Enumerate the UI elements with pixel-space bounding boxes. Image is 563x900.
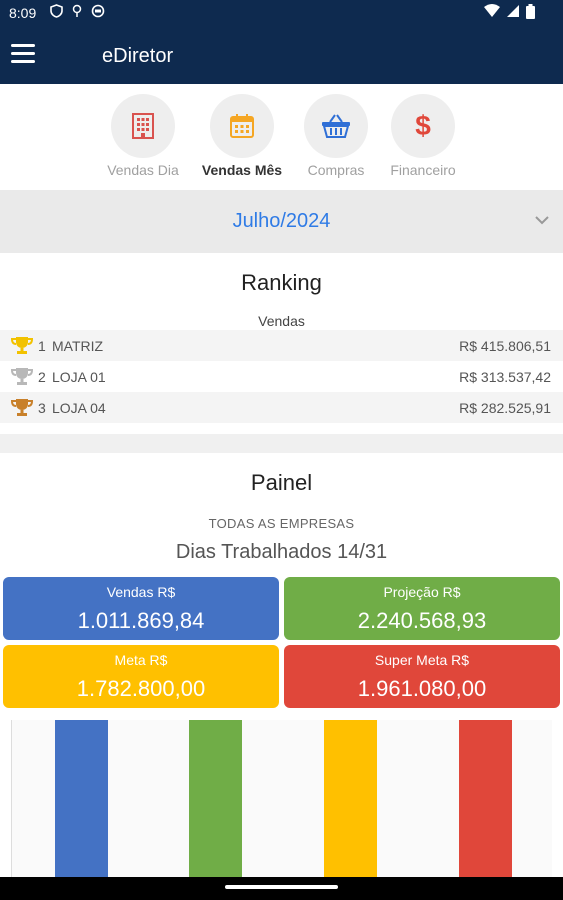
ranking-position: 2 bbox=[38, 369, 46, 385]
ranking-name: LOJA 01 bbox=[52, 369, 106, 385]
painel-title: Painel bbox=[250, 470, 313, 495]
basket-icon bbox=[304, 94, 368, 158]
chart-bar bbox=[55, 720, 108, 877]
tab-bar: Vendas Dia Vendas Mês Compras bbox=[0, 84, 563, 190]
ranking-name: LOJA 04 bbox=[52, 400, 106, 416]
month-label: Julho/2024 bbox=[232, 210, 331, 232]
card-super-meta: Super Meta R$ 1.961.080,00 bbox=[284, 645, 560, 708]
ranking-subtitle: Vendas bbox=[258, 313, 305, 329]
trophy-silver-icon bbox=[10, 367, 34, 388]
tab-vendas-dia[interactable]: Vendas Dia bbox=[98, 94, 188, 178]
chart-bar bbox=[459, 720, 512, 877]
status-bar: 8:09 bbox=[0, 0, 563, 26]
dollar-icon: $ bbox=[391, 94, 455, 158]
chart-bar bbox=[189, 720, 242, 877]
ranking-value: R$ 415.806,51 bbox=[459, 338, 551, 354]
card-vendas: Vendas R$ 1.011.869,84 bbox=[3, 577, 279, 640]
ranking-title: Ranking bbox=[241, 270, 322, 295]
chevron-down-icon bbox=[535, 212, 549, 230]
shield-icon bbox=[50, 4, 63, 21]
tab-vendas-mes[interactable]: Vendas Mês bbox=[197, 94, 287, 178]
building-icon bbox=[111, 94, 175, 158]
card-meta: Meta R$ 1.782.800,00 bbox=[3, 645, 279, 708]
ranking-row: 2 LOJA 01 R$ 313.537,42 bbox=[0, 361, 563, 392]
ranking-value: R$ 282.525,91 bbox=[459, 400, 551, 416]
card-projecao: Projeção R$ 2.240.568,93 bbox=[284, 577, 560, 640]
ranking-name: MATRIZ bbox=[52, 338, 104, 354]
trophy-bronze-icon bbox=[10, 398, 34, 419]
ranking-row: 3 LOJA 04 R$ 282.525,91 bbox=[0, 392, 563, 423]
company-label: TODAS AS EMPRESAS bbox=[208, 516, 355, 531]
card-meta-value: 1.782.800,00 bbox=[76, 676, 206, 701]
tab-vendas-mes-label: Vendas Mês bbox=[201, 162, 283, 178]
ranking-position: 1 bbox=[38, 338, 46, 354]
signal-icon bbox=[506, 4, 520, 22]
card-super-meta-title: Super Meta R$ bbox=[374, 652, 470, 668]
card-vendas-title: Vendas R$ bbox=[106, 584, 176, 600]
app-bar: eDiretor bbox=[0, 26, 563, 84]
ranking-row: 1 MATRIZ R$ 415.806,51 bbox=[0, 330, 563, 361]
section-divider bbox=[0, 434, 563, 453]
ranking-position: 3 bbox=[38, 400, 46, 416]
bar-chart bbox=[11, 720, 552, 877]
month-selector[interactable]: Julho/2024 bbox=[0, 190, 563, 253]
pin-icon bbox=[72, 4, 82, 21]
menu-button[interactable] bbox=[11, 44, 35, 64]
sync-icon bbox=[91, 4, 105, 21]
card-super-meta-value: 1.961.080,00 bbox=[357, 676, 487, 701]
home-gesture-handle[interactable] bbox=[225, 885, 338, 889]
tab-financeiro-label: Financeiro bbox=[390, 162, 456, 178]
card-projecao-value: 2.240.568,93 bbox=[357, 608, 487, 633]
tab-compras-label: Compras bbox=[307, 162, 365, 178]
battery-icon bbox=[526, 4, 535, 22]
system-nav-bar bbox=[0, 877, 563, 900]
days-worked: Dias Trabalhados 14/31 bbox=[175, 541, 388, 563]
ranking-value: R$ 313.537,42 bbox=[459, 369, 551, 385]
status-time: 8:09 bbox=[9, 5, 37, 21]
app-title: eDiretor bbox=[102, 45, 174, 67]
card-meta-title: Meta R$ bbox=[114, 652, 168, 668]
chart-bar bbox=[324, 720, 377, 877]
tab-financeiro[interactable]: $ Financeiro bbox=[378, 94, 468, 178]
calendar-icon bbox=[210, 94, 274, 158]
tab-vendas-dia-label: Vendas Dia bbox=[107, 162, 179, 178]
tab-compras[interactable]: Compras bbox=[291, 94, 381, 178]
wifi-icon bbox=[484, 4, 500, 22]
card-projecao-title: Projeção R$ bbox=[383, 584, 461, 600]
trophy-gold-icon bbox=[10, 336, 34, 357]
card-vendas-value: 1.011.869,84 bbox=[77, 608, 205, 633]
